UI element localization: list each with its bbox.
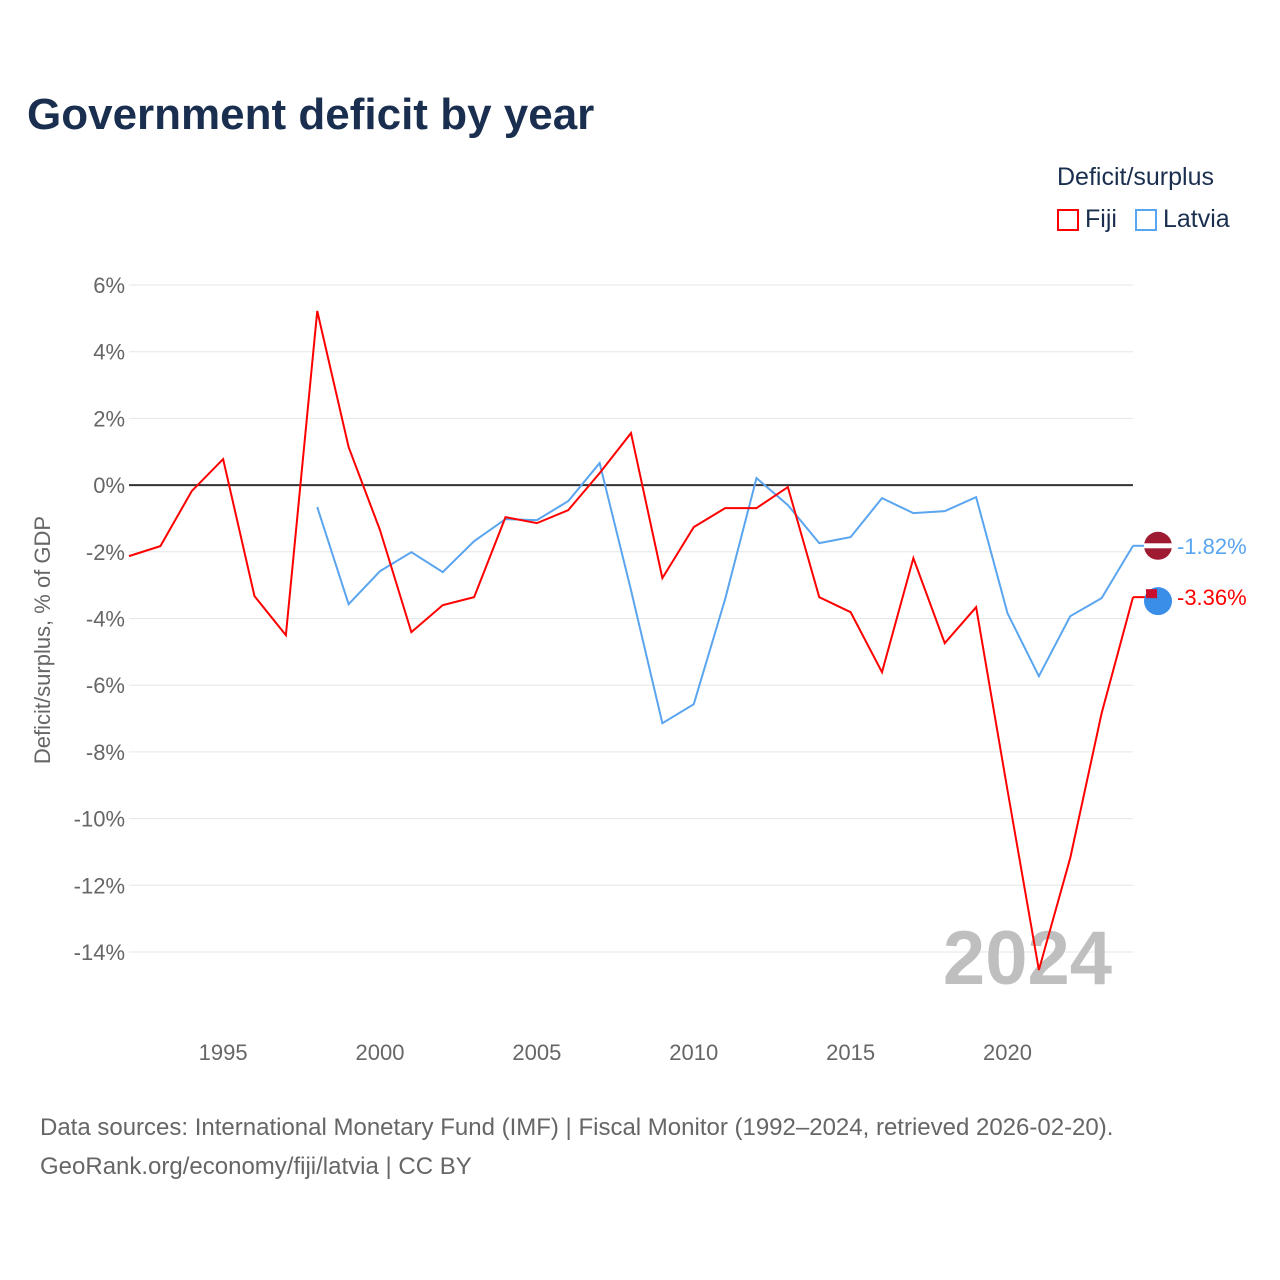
legend: Fiji Latvia: [1057, 205, 1230, 234]
x-tick-label: 2005: [512, 1040, 561, 1065]
x-tick-label: 2020: [983, 1040, 1032, 1065]
legend-label-fiji: Fiji: [1085, 205, 1117, 233]
y-tick-label: 4%: [93, 340, 125, 365]
y-tick-label: -14%: [74, 940, 125, 965]
legend-swatch-fiji: [1057, 208, 1079, 231]
y-tick-label: -4%: [86, 607, 125, 632]
footer: Data sources: International Monetary Fun…: [40, 1108, 1113, 1186]
latvia-flag-stripe: [1144, 543, 1172, 549]
y-tick-label: 6%: [93, 273, 125, 298]
y-tick-label: -10%: [74, 807, 125, 832]
end-value-label-latvia: -1.82%: [1177, 534, 1247, 559]
legend-item-latvia[interactable]: Latvia: [1134, 205, 1230, 234]
legend-swatch-latvia: [1134, 208, 1157, 231]
y-tick-label: -8%: [86, 740, 125, 765]
y-tick-label: -12%: [74, 873, 125, 898]
fiji-flag-canton: [1146, 589, 1157, 599]
series-line-latvia: [316, 460, 1134, 725]
legend-title: Deficit/surplus: [1057, 163, 1214, 191]
plot-area: 6% 4% 2% 0% -2% -4% -6% -8% -10% -12% -14% 1995 2000…: [30, 273, 1247, 1065]
page-title: Government deficit by year: [27, 90, 595, 139]
end-value-label-fiji: -3.36%: [1177, 585, 1247, 610]
x-tick-label: 2010: [669, 1040, 718, 1065]
footer-credit: GeoRank.org/economy/fiji/latvia | CC BY: [40, 1153, 472, 1180]
y-tick-label: 0%: [93, 473, 125, 498]
year-watermark: 2024: [943, 916, 1112, 1001]
x-tick-label: 2000: [356, 1040, 405, 1065]
series-line-fiji: [128, 310, 1134, 971]
y-axis-label: Deficit/surplus, % of GDP: [30, 516, 55, 764]
x-tick-label: 1995: [199, 1040, 248, 1065]
x-tick-label: 2015: [826, 1040, 875, 1065]
footer-sources: Data sources: International Monetary Fun…: [40, 1114, 1114, 1141]
y-tick-label: 2%: [93, 406, 125, 431]
legend-item-fiji[interactable]: Fiji: [1057, 205, 1117, 234]
y-tick-label: -6%: [86, 673, 125, 698]
y-tick-label: -2%: [86, 540, 125, 565]
legend-label-latvia: Latvia: [1162, 205, 1230, 233]
